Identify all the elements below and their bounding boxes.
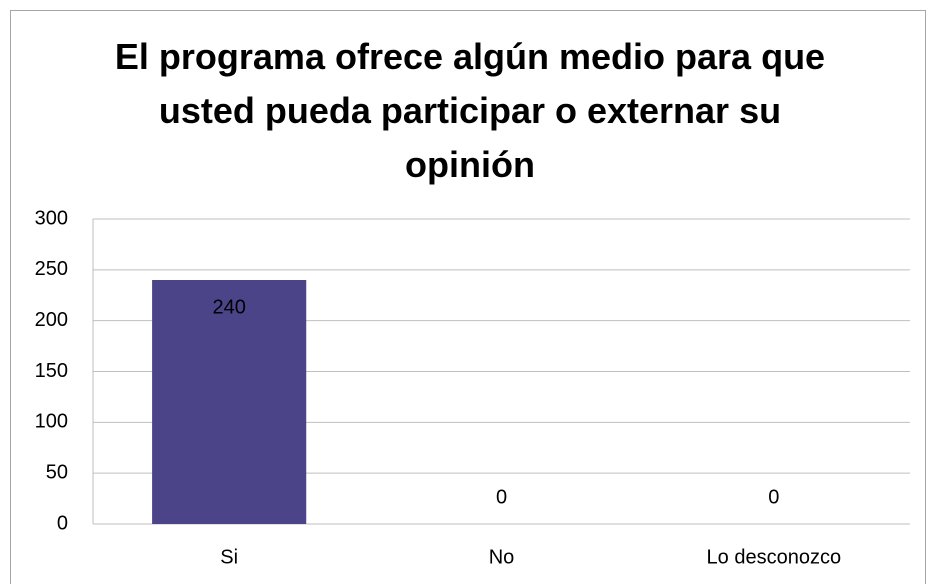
y-tick-label: 200 <box>35 309 68 331</box>
data-label: 240 <box>212 296 245 318</box>
x-tick-label: Lo desconozco <box>707 546 842 568</box>
y-tick-label: 300 <box>35 207 68 229</box>
y-tick-label: 50 <box>46 461 68 483</box>
y-tick-label: 100 <box>35 411 68 433</box>
x-tick-label: No <box>489 546 515 568</box>
y-tick-label: 150 <box>35 360 68 382</box>
chart-border <box>10 10 926 584</box>
x-tick-label: Si <box>220 546 238 568</box>
chart-title: El programa ofrece algún medio para que … <box>114 36 826 185</box>
data-label: 0 <box>496 486 507 508</box>
y-tick-label: 250 <box>35 258 68 280</box>
data-label: 0 <box>768 486 779 508</box>
y-tick-label: 0 <box>57 512 68 534</box>
bar <box>152 280 307 524</box>
